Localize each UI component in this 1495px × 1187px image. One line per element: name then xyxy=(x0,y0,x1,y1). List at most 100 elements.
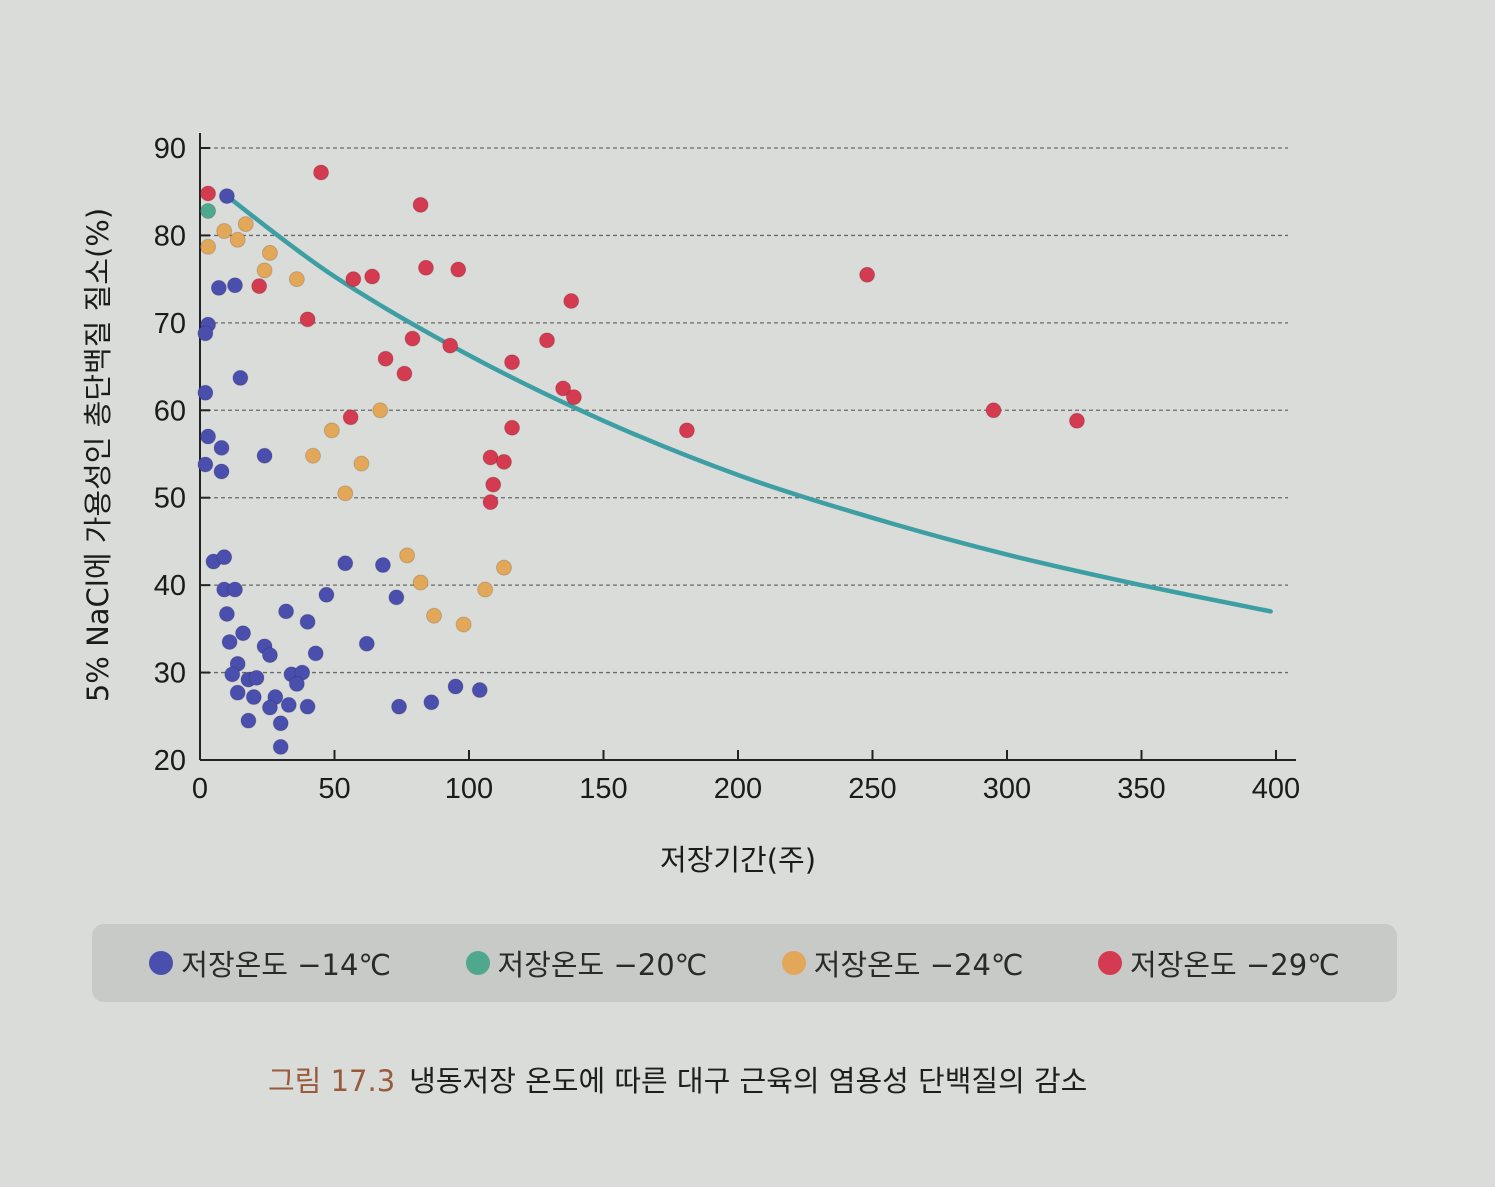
data-point-series-1 xyxy=(213,439,230,456)
data-point-series-3 xyxy=(399,547,416,564)
data-point-series-1 xyxy=(272,738,289,755)
data-point-series-1 xyxy=(218,605,235,622)
data-point-series-1 xyxy=(226,581,243,598)
y-tick-label: 60 xyxy=(154,395,186,427)
data-point-series-4 xyxy=(563,293,580,309)
data-point-series-3 xyxy=(353,455,370,472)
data-point-series-4 xyxy=(482,494,499,511)
data-point-series-1 xyxy=(358,635,375,652)
data-point-series-4 xyxy=(442,337,459,354)
x-tick-label: 250 xyxy=(848,773,896,805)
y-tick-label: 30 xyxy=(154,658,186,690)
data-point-series-1 xyxy=(256,447,273,464)
data-point-series-1 xyxy=(447,678,464,695)
data-point-series-1 xyxy=(216,549,233,566)
data-point-series-3 xyxy=(256,262,273,279)
data-point-series-1 xyxy=(226,277,243,294)
y-tick-label: 90 xyxy=(154,133,186,165)
x-tick-label: 400 xyxy=(1252,773,1300,805)
x-tick-label: 150 xyxy=(579,773,627,805)
data-point-series-1 xyxy=(197,384,214,401)
data-point-series-1 xyxy=(337,555,354,572)
figure-number: 그림 17.3 xyxy=(268,1064,396,1098)
data-point-series-1 xyxy=(218,188,235,205)
data-point-series-3 xyxy=(426,607,443,624)
data-point-series-1 xyxy=(235,625,252,642)
data-point-series-1 xyxy=(232,369,249,386)
data-point-series-1 xyxy=(248,669,265,686)
data-point-series-4 xyxy=(539,332,556,349)
data-point-series-4 xyxy=(485,476,502,493)
data-point-series-1 xyxy=(261,647,278,664)
data-point-series-1 xyxy=(224,666,241,683)
y-axis-title: 5% NaCl에 가용성인 총단백질 질소(%) xyxy=(81,208,115,702)
data-point-series-4 xyxy=(504,419,521,436)
data-point-series-4 xyxy=(345,271,362,288)
y-tick-label: 40 xyxy=(154,570,186,602)
axes: 20 30 40 50 60 70 80 90 0 50 100 150 200 250 300 350 400 xyxy=(154,133,1300,805)
data-point-series-3 xyxy=(372,402,389,419)
data-point-series-3 xyxy=(495,559,512,576)
x-axis-title: 저장기간(주) xyxy=(660,843,816,877)
scatter-chart: 20 30 40 50 60 70 80 90 0 50 100 150 200 250 300 350 400… xyxy=(81,133,1300,877)
x-tick-label: 0 xyxy=(192,773,208,805)
data-point-series-1 xyxy=(307,645,324,662)
data-point-series-4 xyxy=(299,311,316,328)
data-point-series-1 xyxy=(391,698,408,715)
data-point-series-4 xyxy=(555,380,572,397)
legend-marker xyxy=(781,951,806,975)
data-point-series-3 xyxy=(261,244,278,261)
data-point-series-1 xyxy=(423,694,440,711)
data-point-series-4 xyxy=(417,259,434,276)
data-point-series-1 xyxy=(288,675,305,692)
legend-item-2: 저장온도 −20℃ xyxy=(465,942,708,984)
data-point-series-1 xyxy=(221,633,238,650)
data-point-series-1 xyxy=(229,684,246,701)
data-point-series-3 xyxy=(288,271,305,288)
data-point-series-4 xyxy=(1068,412,1085,429)
legend-label: 저장온도 −20℃ xyxy=(497,948,708,982)
data-point-series-1 xyxy=(272,715,289,732)
data-point-series-1 xyxy=(388,589,405,606)
data-point-series-4 xyxy=(678,422,695,439)
caption-text: 냉동저장 온도에 따른 대구 근육의 염용성 단백질의 감소 xyxy=(409,1064,1088,1098)
data-point-series-3 xyxy=(337,485,354,502)
data-point-series-4 xyxy=(342,409,359,426)
data-point-series-4 xyxy=(404,330,421,347)
data-point-series-1 xyxy=(261,699,278,716)
legend-marker xyxy=(1098,951,1123,975)
data-point-series-2 xyxy=(200,202,217,219)
legend-label: 저장온도 −14℃ xyxy=(181,948,391,982)
y-tick-label: 50 xyxy=(154,483,186,515)
data-point-series-1 xyxy=(197,325,214,342)
data-point-series-3 xyxy=(304,447,321,464)
legend-item-4: 저장온도 −29℃ xyxy=(1098,942,1340,984)
legend: 저장온도 −14℃ 저장온도 −20℃ 저장온도 −24℃ 저장온도 −29℃ xyxy=(92,924,1397,1002)
data-point-series-4 xyxy=(859,266,876,283)
data-point-series-1 xyxy=(278,603,295,620)
data-point-series-3 xyxy=(323,422,340,439)
x-tick-label: 300 xyxy=(983,773,1031,805)
data-point-series-4 xyxy=(364,268,381,285)
y-tick-label: 80 xyxy=(154,220,186,252)
x-tick-label: 50 xyxy=(318,773,350,805)
data-point-series-3 xyxy=(229,231,246,248)
data-points xyxy=(197,164,1085,755)
data-point-series-4 xyxy=(396,365,413,382)
data-point-series-1 xyxy=(245,689,262,706)
data-point-series-3 xyxy=(477,581,494,598)
legend-marker xyxy=(149,951,174,975)
data-point-series-1 xyxy=(210,279,227,296)
data-point-series-1 xyxy=(374,557,391,574)
data-point-series-1 xyxy=(240,712,257,729)
data-point-series-4 xyxy=(313,164,330,181)
data-point-series-1 xyxy=(197,456,214,473)
legend-marker xyxy=(465,951,490,975)
data-point-series-3 xyxy=(237,216,254,233)
data-point-series-1 xyxy=(318,586,335,603)
data-point-series-4 xyxy=(377,350,394,367)
trend-curve xyxy=(224,193,1273,614)
data-point-series-4 xyxy=(985,402,1002,419)
legend-item-3: 저장온도 −24℃ xyxy=(781,942,1023,984)
